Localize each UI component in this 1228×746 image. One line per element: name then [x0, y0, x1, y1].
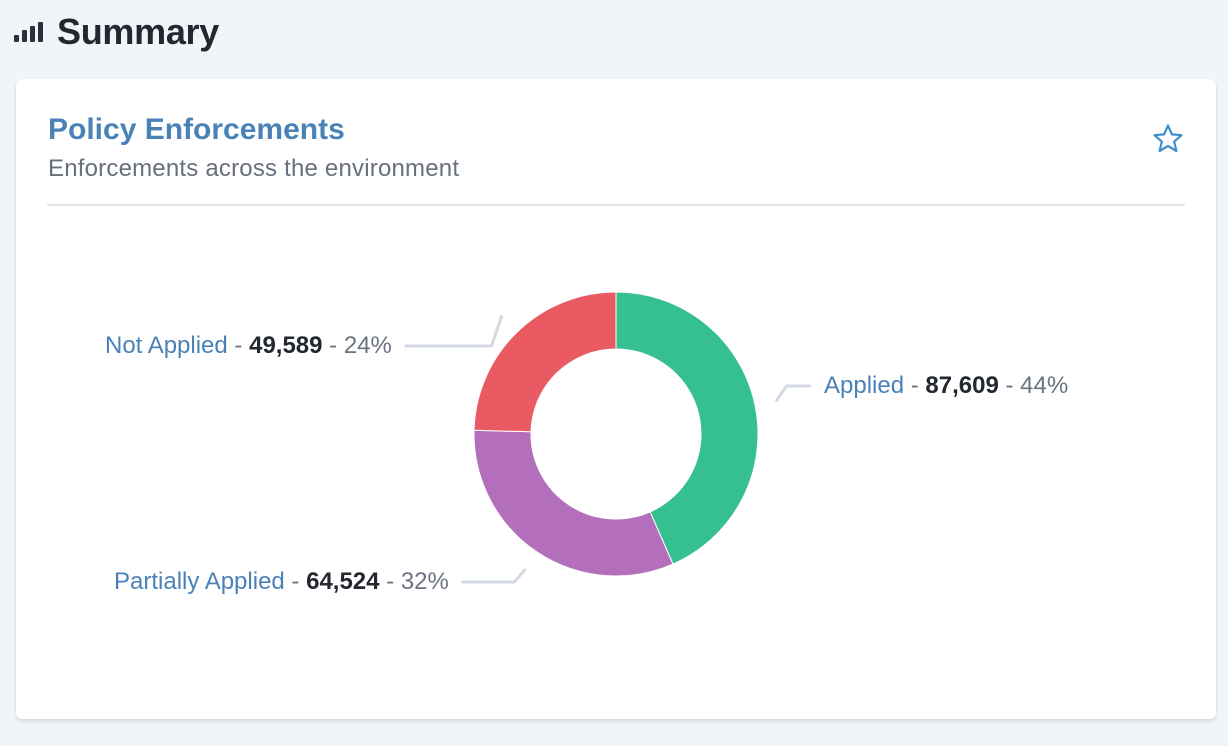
slice-value: 64,524: [306, 568, 380, 595]
bar-chart-icon: [14, 22, 43, 42]
leader-line: [775, 384, 812, 402]
slice-label-partially-applied: Partially Applied - 64,524 - 32%: [114, 568, 449, 595]
page-title: Summary: [57, 11, 219, 52]
slice-percent: 44%: [1020, 372, 1069, 399]
slice-applied[interactable]: [615, 291, 759, 565]
card-title: Policy Enforcements: [48, 113, 345, 146]
card-subtitle: Enforcements across the environment: [48, 155, 460, 182]
slice-percent: 32%: [400, 568, 449, 595]
slice-name: Partially Applied: [114, 568, 285, 595]
slice-value: 49,589: [249, 332, 323, 359]
slice-name: Not Applied: [105, 332, 228, 359]
slice-label-not-applied: Not Applied - 49,589 - 24%: [105, 332, 392, 359]
donut-chart: [404, 291, 812, 584]
card-divider: [47, 204, 1185, 206]
slice-label-applied: Applied - 87,609 - 44%: [824, 372, 1069, 399]
page-header: Summary: [14, 10, 219, 54]
slice-partially-applied[interactable]: [473, 429, 674, 577]
slice-not-applied[interactable]: [473, 291, 617, 433]
leader-line: [461, 568, 526, 584]
policy-enforcements-card: Policy Enforcements Enforcements across …: [16, 79, 1216, 719]
star-outline-icon: [1153, 124, 1183, 153]
favorite-button[interactable]: [1152, 123, 1184, 155]
leader-line: [404, 315, 504, 348]
slice-name: Applied: [824, 372, 905, 399]
slice-value: 87,609: [925, 372, 999, 399]
slice-percent: 24%: [343, 332, 392, 359]
